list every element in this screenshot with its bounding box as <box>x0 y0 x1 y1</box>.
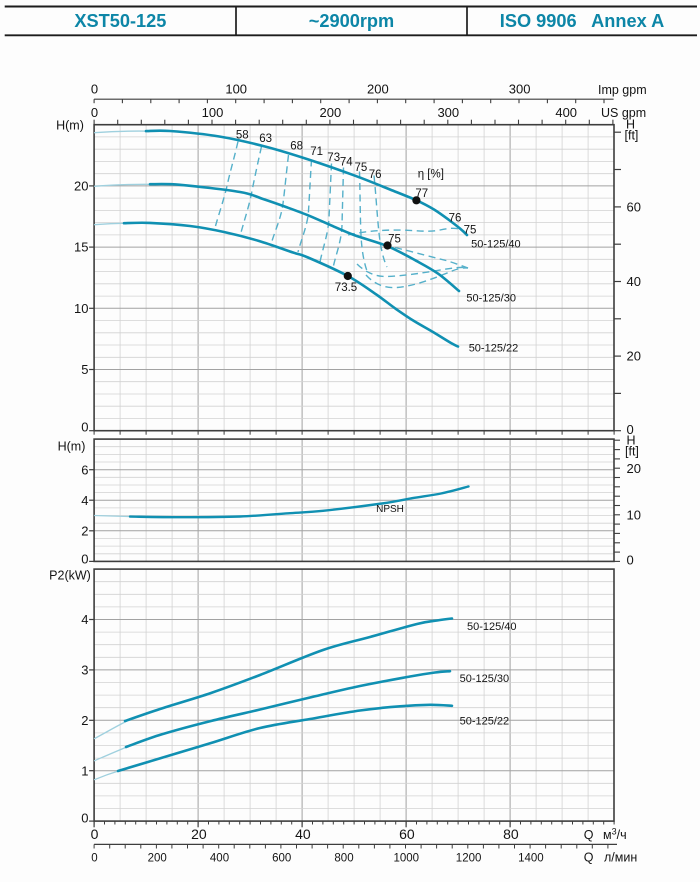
svg-text:0: 0 <box>91 105 98 120</box>
svg-text:80: 80 <box>503 826 519 842</box>
svg-text:50-125/40: 50-125/40 <box>467 621 517 633</box>
svg-text:Q: Q <box>584 851 594 865</box>
svg-text:ISO 9906 Annex A: ISO 9906 Annex A <box>500 11 664 31</box>
svg-text:200: 200 <box>320 105 342 120</box>
svg-text:0: 0 <box>627 422 634 437</box>
svg-text:20: 20 <box>191 826 207 842</box>
svg-text:2: 2 <box>81 523 88 538</box>
svg-text:0: 0 <box>81 419 88 434</box>
svg-text:3: 3 <box>81 663 88 678</box>
svg-text:H: H <box>626 118 635 132</box>
svg-text:~2900rpm: ~2900rpm <box>309 11 394 31</box>
svg-text:2: 2 <box>81 713 88 728</box>
svg-text:US gpm: US gpm <box>601 106 646 120</box>
svg-text:60: 60 <box>627 200 641 215</box>
svg-text:200: 200 <box>367 82 389 97</box>
svg-text:1000: 1000 <box>394 853 420 865</box>
svg-text:100: 100 <box>225 82 247 97</box>
svg-text:50-125/30: 50-125/30 <box>460 673 510 685</box>
svg-text:1400: 1400 <box>518 853 544 865</box>
svg-text:800: 800 <box>334 853 353 865</box>
svg-text:4: 4 <box>81 493 88 508</box>
svg-text:H(m): H(m) <box>56 118 84 132</box>
svg-text:0: 0 <box>91 826 99 842</box>
svg-text:76: 76 <box>449 212 462 224</box>
svg-text:77: 77 <box>415 188 428 200</box>
svg-text:58: 58 <box>236 129 249 141</box>
svg-text:71: 71 <box>310 146 323 158</box>
svg-text:40: 40 <box>627 274 641 289</box>
svg-text:15: 15 <box>74 240 88 255</box>
svg-text:300: 300 <box>509 82 531 97</box>
svg-text:75: 75 <box>355 162 368 174</box>
svg-text:400: 400 <box>555 105 577 120</box>
svg-text:50-125/22: 50-125/22 <box>460 715 510 727</box>
svg-text:60: 60 <box>399 826 415 842</box>
svg-text:63: 63 <box>259 133 272 145</box>
svg-text:40: 40 <box>295 826 311 842</box>
svg-text:η [%]: η [%] <box>418 169 444 181</box>
svg-text:50-125/40: 50-125/40 <box>471 239 521 251</box>
svg-text:600: 600 <box>272 853 291 865</box>
svg-text:H(m): H(m) <box>58 440 86 454</box>
svg-text:20: 20 <box>627 461 641 476</box>
svg-text:50-125/30: 50-125/30 <box>466 293 516 305</box>
svg-text:0: 0 <box>91 853 97 865</box>
svg-text:0: 0 <box>627 553 634 568</box>
svg-text:0: 0 <box>81 811 88 826</box>
svg-text:м3/ч: м3/ч <box>603 827 627 843</box>
svg-text:H: H <box>626 434 635 448</box>
svg-text:NPSH: NPSH <box>376 504 404 515</box>
svg-text:400: 400 <box>210 853 229 865</box>
svg-text:50-125/22: 50-125/22 <box>469 343 519 355</box>
svg-text:10: 10 <box>627 507 641 522</box>
svg-text:100: 100 <box>202 105 224 120</box>
svg-text:73: 73 <box>327 152 340 164</box>
svg-text:Q: Q <box>584 828 594 842</box>
svg-text:75: 75 <box>388 233 401 245</box>
svg-text:20: 20 <box>74 179 88 194</box>
svg-text:75: 75 <box>464 225 477 237</box>
svg-text:6: 6 <box>81 462 88 477</box>
svg-text:0: 0 <box>81 552 88 567</box>
svg-text:76: 76 <box>369 169 382 181</box>
svg-text:5: 5 <box>81 362 88 377</box>
svg-text:[ft]: [ft] <box>625 129 639 143</box>
svg-text:74: 74 <box>340 157 353 169</box>
svg-text:1: 1 <box>81 763 88 778</box>
svg-text:68: 68 <box>290 141 303 153</box>
svg-text:P2(kW): P2(kW) <box>49 569 91 583</box>
svg-text:Imp gpm: Imp gpm <box>598 83 647 97</box>
svg-text:л/мин: л/мин <box>604 851 637 865</box>
svg-text:73.5: 73.5 <box>335 282 357 294</box>
svg-text:4: 4 <box>81 612 88 627</box>
svg-text:20: 20 <box>627 349 641 364</box>
svg-text:10: 10 <box>74 301 88 316</box>
svg-text:XST50-125: XST50-125 <box>74 11 166 31</box>
svg-text:1200: 1200 <box>456 853 482 865</box>
svg-text:300: 300 <box>437 105 459 120</box>
svg-text:[ft]: [ft] <box>625 445 639 459</box>
svg-text:0: 0 <box>91 82 98 97</box>
svg-text:200: 200 <box>148 853 167 865</box>
